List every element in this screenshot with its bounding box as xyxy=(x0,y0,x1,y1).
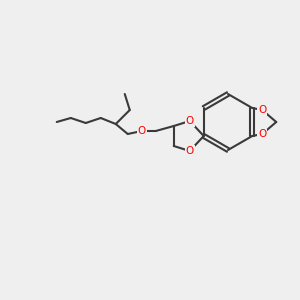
Text: O: O xyxy=(258,105,266,115)
Text: O: O xyxy=(186,116,194,126)
Text: O: O xyxy=(186,146,194,156)
Text: O: O xyxy=(138,126,146,136)
Text: O: O xyxy=(258,129,266,139)
